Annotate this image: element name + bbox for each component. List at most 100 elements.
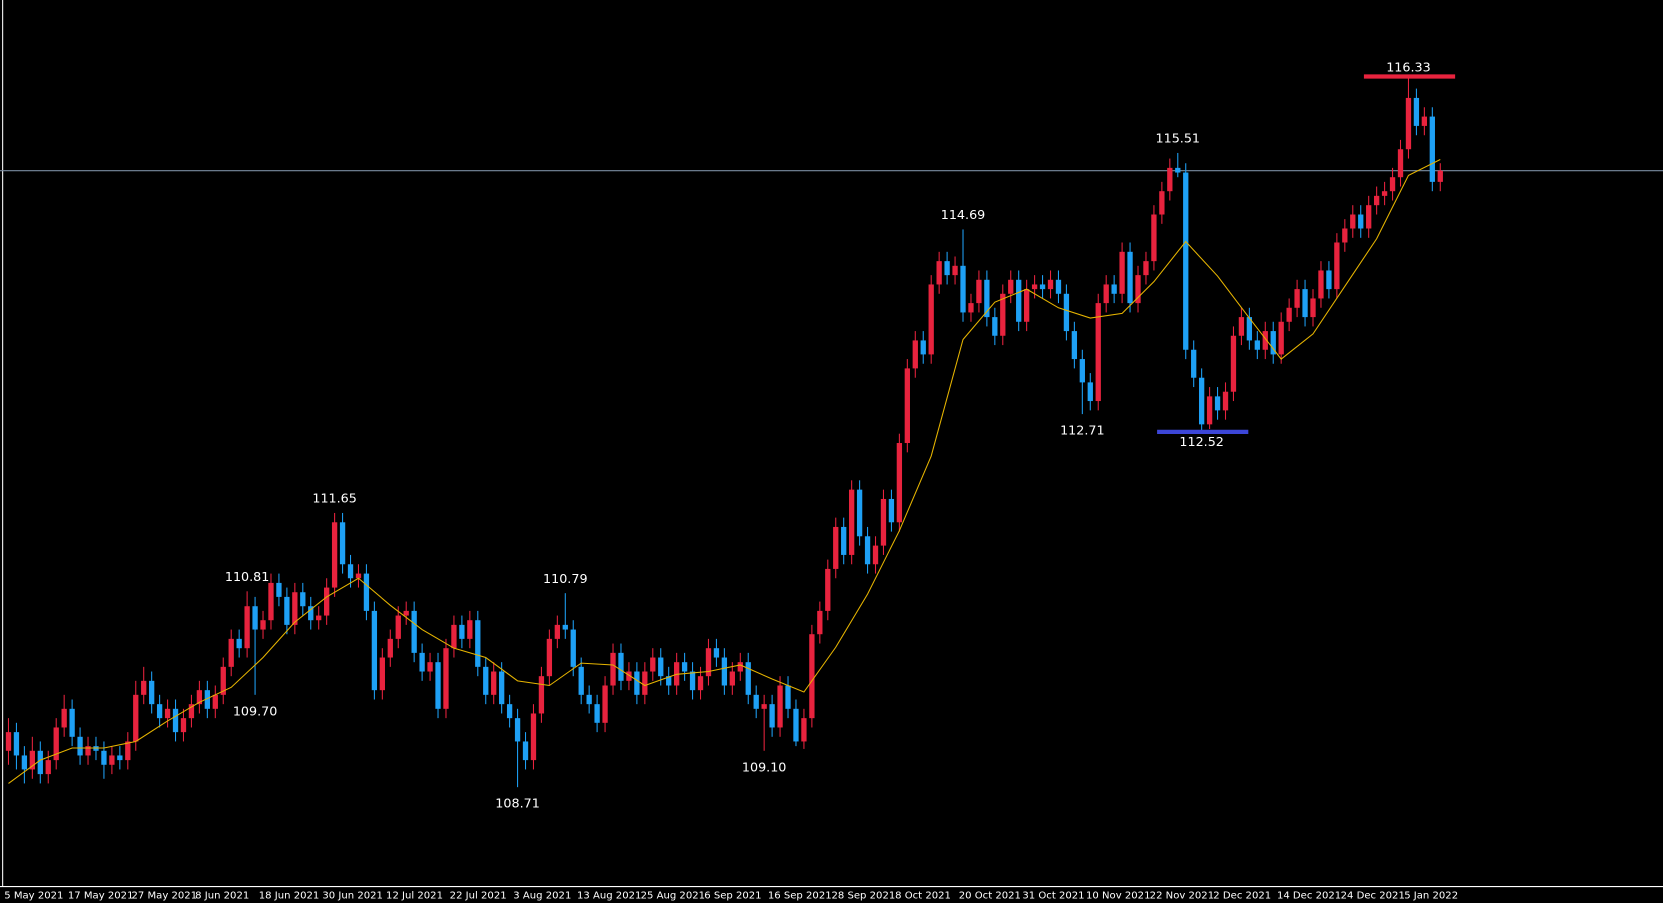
candle-body xyxy=(156,704,163,719)
candle-body xyxy=(697,676,704,691)
x-tick-label: 22 Jul 2021 xyxy=(450,891,507,902)
candle-body xyxy=(467,620,473,639)
candle-body xyxy=(1405,97,1412,150)
candle-body xyxy=(896,443,903,523)
x-tick-label: 16 Sep 2021 xyxy=(768,891,832,902)
x-tick-label: 8 Oct 2021 xyxy=(895,891,951,902)
candle-body xyxy=(459,624,465,639)
candle-body xyxy=(188,704,195,719)
annotation-label: 109.10 xyxy=(742,760,787,775)
x-tick-label: 10 Nov 2021 xyxy=(1086,891,1150,902)
candle-body xyxy=(1214,396,1221,411)
candle-body xyxy=(848,489,855,555)
candle-body xyxy=(1429,116,1435,182)
candle-body xyxy=(284,596,290,625)
candle-body xyxy=(1063,293,1070,332)
x-tick-label: 22 Nov 2021 xyxy=(1150,891,1214,902)
candle-body xyxy=(745,662,751,695)
candle-body xyxy=(1095,303,1101,402)
candle-body xyxy=(5,732,12,751)
candle-body xyxy=(133,694,139,742)
candle-body xyxy=(888,498,895,523)
candle-body xyxy=(872,545,879,565)
candle-body xyxy=(499,671,505,705)
candle-body xyxy=(1334,242,1340,290)
candle-body xyxy=(1016,279,1022,322)
candle-body xyxy=(817,610,823,635)
candle-body xyxy=(522,741,529,761)
candle-body xyxy=(77,736,83,756)
candle-body xyxy=(920,340,926,355)
candle-body xyxy=(403,610,409,616)
candle-body xyxy=(1119,251,1125,294)
candle-body xyxy=(912,340,918,369)
annotation-label: 116.33 xyxy=(1386,60,1431,75)
candle-body xyxy=(689,671,696,691)
candle-body xyxy=(427,662,433,672)
candle-body xyxy=(1302,289,1308,318)
candle-body xyxy=(1087,382,1093,402)
annotation-label: 110.79 xyxy=(543,572,588,587)
candle-body xyxy=(196,690,203,705)
candle-body xyxy=(968,303,974,313)
x-tick-label: 5 Jan 2022 xyxy=(1404,891,1458,902)
candle-body xyxy=(833,526,839,569)
candle-body xyxy=(29,750,35,770)
candle-body xyxy=(705,648,712,677)
candle-body xyxy=(1023,289,1030,322)
candle-body xyxy=(475,620,481,667)
candle-body xyxy=(618,652,624,681)
candle-body xyxy=(1198,377,1205,425)
candle-body xyxy=(1238,317,1245,336)
annotation-label: 111.65 xyxy=(312,492,357,507)
candle-body xyxy=(212,694,218,709)
candle-body xyxy=(1358,214,1364,229)
candle-body xyxy=(1143,261,1149,276)
candle-body xyxy=(1326,270,1332,290)
candle-body xyxy=(554,624,560,639)
candle-body xyxy=(220,666,226,695)
candle-body xyxy=(164,708,171,719)
candle-body xyxy=(1111,284,1117,294)
candle-body xyxy=(1230,335,1237,392)
candle-body xyxy=(658,657,664,677)
candle-body xyxy=(1031,284,1038,290)
candle-body xyxy=(300,592,306,607)
annotation-label: 112.71 xyxy=(1060,424,1105,439)
x-tick-label: 20 Oct 2021 xyxy=(959,891,1021,902)
candle-body xyxy=(395,615,401,639)
candle-body xyxy=(1310,298,1316,318)
candle-body xyxy=(514,718,521,742)
candle-body xyxy=(928,284,934,355)
candle-body xyxy=(769,704,775,728)
candle-body xyxy=(856,489,863,537)
x-tick-label: 12 Jul 2021 xyxy=(386,891,443,902)
candle-body xyxy=(1103,284,1109,304)
candle-body xyxy=(204,690,210,709)
candle-body xyxy=(578,666,584,695)
candle-body xyxy=(602,685,608,723)
candle-body xyxy=(45,760,51,775)
candle-body xyxy=(546,638,553,677)
candle-body xyxy=(387,638,393,658)
candle-body xyxy=(419,652,425,672)
candle-body xyxy=(1206,396,1213,425)
candle-body xyxy=(952,265,958,276)
candle-body xyxy=(1135,275,1141,304)
candle-body xyxy=(61,708,67,728)
candle-body xyxy=(1222,391,1229,411)
candle-body xyxy=(984,279,990,318)
candle-body xyxy=(491,671,497,695)
candle-body xyxy=(260,620,266,630)
candle-body xyxy=(371,610,378,691)
candle-body xyxy=(825,568,831,611)
candle-body xyxy=(1381,191,1388,196)
candle-body xyxy=(777,685,783,728)
x-tick-label: 8 Jun 2021 xyxy=(195,891,249,902)
annotation-label: 114.69 xyxy=(941,208,986,223)
annotation-label: 108.71 xyxy=(495,797,540,812)
candle-body xyxy=(864,536,871,565)
candle-body xyxy=(1000,293,1006,336)
